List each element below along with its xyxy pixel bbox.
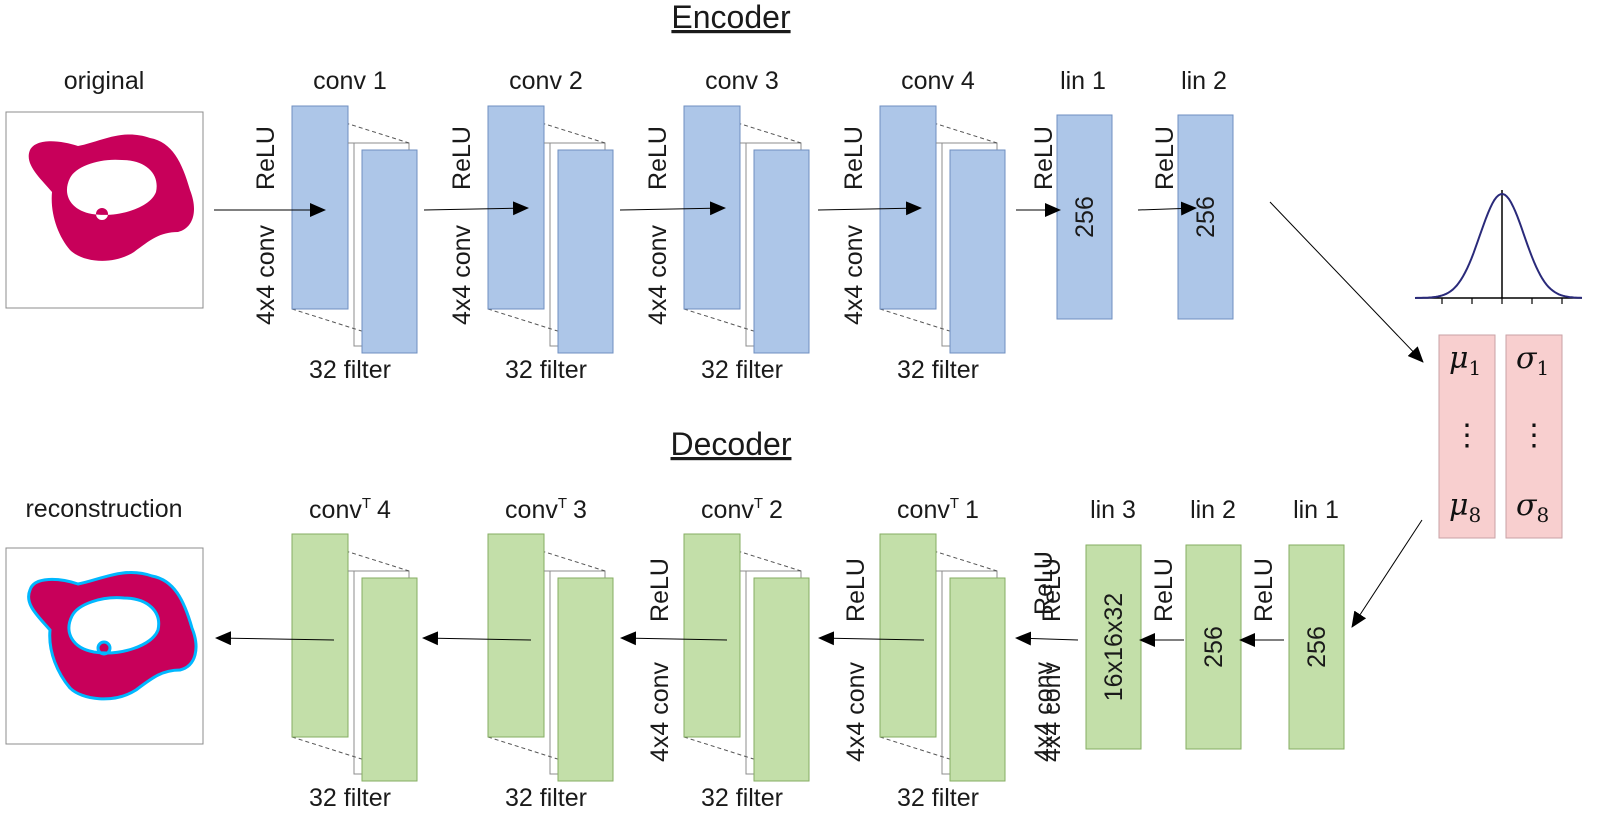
- original-shape: [28, 134, 195, 261]
- arrow-lin3-to-convT1: [1015, 631, 1079, 646]
- decoder-lin-3: lin 3 16x16x32 ReLU 4x4 conv: [1030, 496, 1142, 762]
- arrow-convT2-to-convT3: [620, 631, 728, 646]
- decoder-lin-3-label: lin 3: [1090, 496, 1136, 524]
- decoder-lin-3-relu: ReLU: [1030, 551, 1058, 615]
- decoder-lin-1-label: lin 1: [1293, 496, 1339, 524]
- decoder-convT-2-op: 4x4 conv: [842, 661, 870, 762]
- decoder-lin-1-size: 256: [1303, 626, 1331, 668]
- sigma-8: σ8: [1516, 488, 1549, 527]
- encoder-conv-1-op: 4x4 conv: [252, 224, 280, 325]
- decoder-title: Decoder: [671, 426, 792, 462]
- decoder-lin-1: lin 1 256 ReLU: [1250, 496, 1345, 750]
- encoder-lin-2-activation: ReLU: [1151, 126, 1179, 190]
- decoder-convT-2: convT 2 32 filter ReLU 4x4 conv: [683, 495, 870, 812]
- mu-ellipsis: ⋮: [1452, 418, 1482, 453]
- arrow-convT1-to-convT2: [818, 631, 925, 646]
- encoder-conv-3-op: 4x4 conv: [644, 224, 672, 325]
- decoder-convT-3-activation: ReLU: [646, 558, 674, 622]
- encoder-lin-2: lin 2 256 ReLU: [1151, 67, 1234, 320]
- encoder-conv-3-activation: ReLU: [644, 126, 672, 190]
- mu-8: μ8: [1449, 488, 1481, 527]
- decoder-convT-2-filters: 32 filter: [701, 784, 783, 812]
- reconstruction-image: [5, 547, 204, 745]
- arrow-conv1-to-conv2: [423, 201, 529, 216]
- decoder-convT-2-label: convT 2: [701, 495, 783, 524]
- encoder-conv-1-label: conv 1: [313, 67, 387, 95]
- decoder-convT-2-activation: ReLU: [842, 558, 870, 622]
- mu-1: μ1: [1449, 341, 1481, 380]
- decoder-convT-layers: convT 1 32 filter ReLU 4x4 conv convT 2 32 filt…: [291, 495, 1066, 812]
- decoder-convT-1-activation: ReLU: [1038, 558, 1066, 622]
- encoder-conv-2-filters: 32 filter: [505, 356, 587, 384]
- latent-sigma-vector: σ1 ⋮ σ8: [1505, 334, 1563, 539]
- encoder-conv-1: conv 1 32 filter ReLU 4x4 conv: [252, 67, 418, 384]
- decoder-lin-2-label: lin 2: [1190, 496, 1236, 524]
- latent-mu-vector: μ1 ⋮ μ8: [1438, 334, 1496, 539]
- encoder-conv-2-op: 4x4 conv: [448, 224, 476, 325]
- decoder-convT-3-op: 4x4 conv: [646, 661, 674, 762]
- decoder-convT-4-filters: 32 filter: [309, 784, 391, 812]
- arrow-convT4-to-reconstruction: [215, 631, 335, 646]
- encoder-conv-2-activation: ReLU: [448, 126, 476, 190]
- decoder-lin-2-size: 256: [1200, 626, 1228, 668]
- decoder-convT-1: convT 1 32 filter ReLU 4x4 conv: [879, 495, 1066, 812]
- encoder-conv-layers: conv 1 32 filter ReLU 4x4 conv conv 2 32 filt…: [252, 67, 1006, 384]
- encoder-conv-4-op: 4x4 conv: [840, 224, 868, 325]
- encoder-conv-4-label: conv 4: [901, 67, 975, 95]
- decoder-lin-3-size: 16x16x32: [1100, 593, 1128, 701]
- arrow-lin1-to-lin2: [1137, 201, 1197, 216]
- decoder-convT-3: convT 3 32 filter ReLU 4x4 conv: [487, 495, 674, 812]
- encoder-lin-2-label: lin 2: [1181, 67, 1227, 95]
- encoder-conv-3: conv 3 32 filter ReLU 4x4 conv: [644, 67, 810, 384]
- encoder-conv-2: conv 2 32 filter ReLU 4x4 conv: [448, 67, 614, 384]
- decoder-lin-2-activation: ReLU: [1150, 558, 1178, 622]
- encoder-lin-1-activation: ReLU: [1030, 126, 1058, 190]
- encoder-lin-1: lin 1 256 ReLU: [1030, 67, 1113, 320]
- decoder-lin-2: lin 2 256 ReLU: [1150, 496, 1242, 750]
- encoder-title: Encoder: [671, 0, 791, 35]
- decoder-lin-1-activation: ReLU: [1250, 558, 1278, 622]
- decoder-convT-3-filters: 32 filter: [505, 784, 587, 812]
- reconstruction-label: reconstruction: [25, 495, 182, 523]
- encoder-lin-1-size: 256: [1071, 196, 1099, 238]
- encoder-conv-1-filters: 32 filter: [309, 356, 391, 384]
- arrow-convT3-to-convT4: [422, 631, 532, 646]
- decoder-convT-3-label: convT 3: [505, 495, 587, 524]
- decoder-lin-3-op: 4x4 conv: [1030, 661, 1058, 762]
- decoder-convT-1-filters: 32 filter: [897, 784, 979, 812]
- decoder-convT-4: convT 4 32 filter: [291, 495, 418, 812]
- encoder-lin-2-size: 256: [1192, 196, 1220, 238]
- sigma-ellipsis: ⋮: [1519, 418, 1549, 453]
- encoder-conv-3-label: conv 3: [705, 67, 779, 95]
- decoder-convT-1-op: 4x4 conv: [1038, 661, 1066, 762]
- decoder-arrows: [215, 631, 1284, 647]
- sigma-1: σ1: [1516, 341, 1549, 380]
- encoder-conv-4-filters: 32 filter: [897, 356, 979, 384]
- original-label: original: [64, 67, 145, 95]
- arrow-conv3-to-conv4: [817, 201, 922, 216]
- arrow-conv2-to-conv3: [619, 201, 726, 216]
- encoder-conv-1-activation: ReLU: [252, 126, 280, 190]
- gaussian-distribution-icon: [1414, 190, 1583, 304]
- reconstruction-shape: [27, 571, 198, 701]
- encoder-conv-4: conv 4 32 filter ReLU 4x4 conv: [840, 67, 1006, 384]
- encoder-arrows: [214, 201, 1424, 628]
- decoder-convT-1-label: convT 1: [897, 495, 979, 524]
- original-image: [5, 111, 204, 309]
- encoder-conv-4-activation: ReLU: [840, 126, 868, 190]
- arrow-latent-to-decoder: [1351, 519, 1423, 628]
- arrow-lin2-to-latent: [1269, 201, 1424, 363]
- encoder-conv-3-filters: 32 filter: [701, 356, 783, 384]
- decoder-convT-4-label: convT 4: [309, 495, 391, 524]
- encoder-lin-1-label: lin 1: [1060, 67, 1106, 95]
- encoder-conv-2-label: conv 2: [509, 67, 583, 95]
